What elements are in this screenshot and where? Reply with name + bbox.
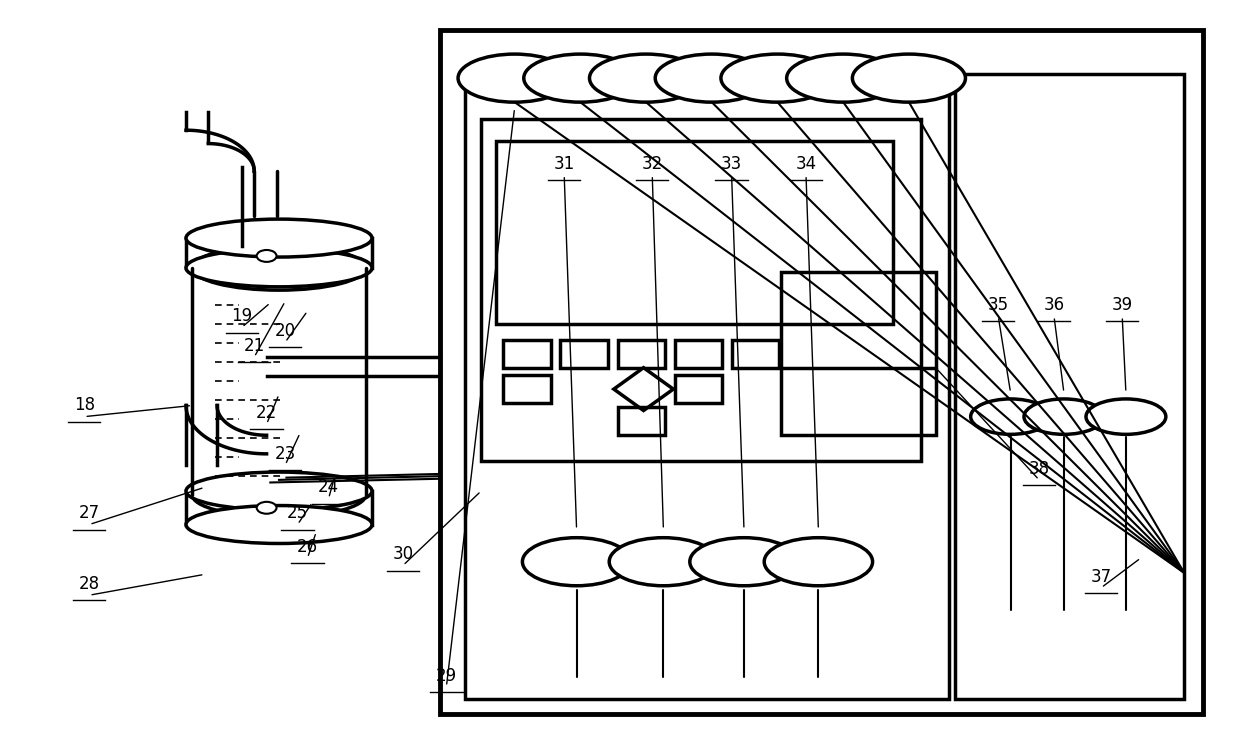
Ellipse shape [1086,399,1166,434]
Text: 36: 36 [1043,296,1065,314]
Bar [781,272,936,435]
Ellipse shape [689,538,799,586]
Bar [440,30,1203,714]
Bar [186,491,372,525]
Text: 29: 29 [435,667,458,684]
Text: 38: 38 [1028,460,1050,478]
Polygon shape [614,368,673,411]
Text: 24: 24 [317,478,340,496]
Ellipse shape [764,538,873,586]
Ellipse shape [186,248,372,286]
Bar [955,74,1184,699]
Text: 20: 20 [274,322,296,340]
Ellipse shape [522,538,631,586]
Bar [503,375,551,403]
Text: 21: 21 [243,337,265,355]
Text: 32: 32 [641,155,663,173]
Text: 18: 18 [73,397,95,414]
Text: 37: 37 [1090,568,1112,586]
Text: 22: 22 [255,404,278,422]
Text: 25: 25 [286,504,309,522]
Ellipse shape [1024,399,1104,434]
Bar [675,340,722,368]
Ellipse shape [192,472,366,517]
Text: 23: 23 [274,445,296,463]
Circle shape [257,250,277,262]
Ellipse shape [589,54,703,102]
Ellipse shape [192,246,366,290]
Bar [503,340,551,368]
Ellipse shape [523,54,637,102]
Bar [732,340,779,368]
Text: 39: 39 [1111,296,1133,314]
Text: 28: 28 [78,575,100,593]
Ellipse shape [458,54,572,102]
Text: 31: 31 [553,155,575,173]
Text: 34: 34 [795,155,817,173]
Bar [496,141,893,324]
Text: 26: 26 [296,538,319,556]
Ellipse shape [971,399,1050,434]
Ellipse shape [786,54,900,102]
Bar [618,340,665,368]
Text: 35: 35 [987,296,1009,314]
Text: 33: 33 [720,155,743,173]
Circle shape [257,501,277,513]
Text: 19: 19 [231,307,253,325]
Ellipse shape [186,219,372,257]
Bar [618,407,665,435]
Bar [560,340,608,368]
Ellipse shape [852,54,966,102]
Bar [675,375,722,403]
Ellipse shape [186,506,372,543]
Ellipse shape [609,538,718,586]
Bar [481,119,921,461]
Ellipse shape [720,54,835,102]
Bar [465,74,949,699]
Bar [186,238,372,268]
Ellipse shape [186,472,372,510]
Text: 30: 30 [392,545,414,563]
Text: 27: 27 [78,504,100,522]
Ellipse shape [655,54,769,102]
